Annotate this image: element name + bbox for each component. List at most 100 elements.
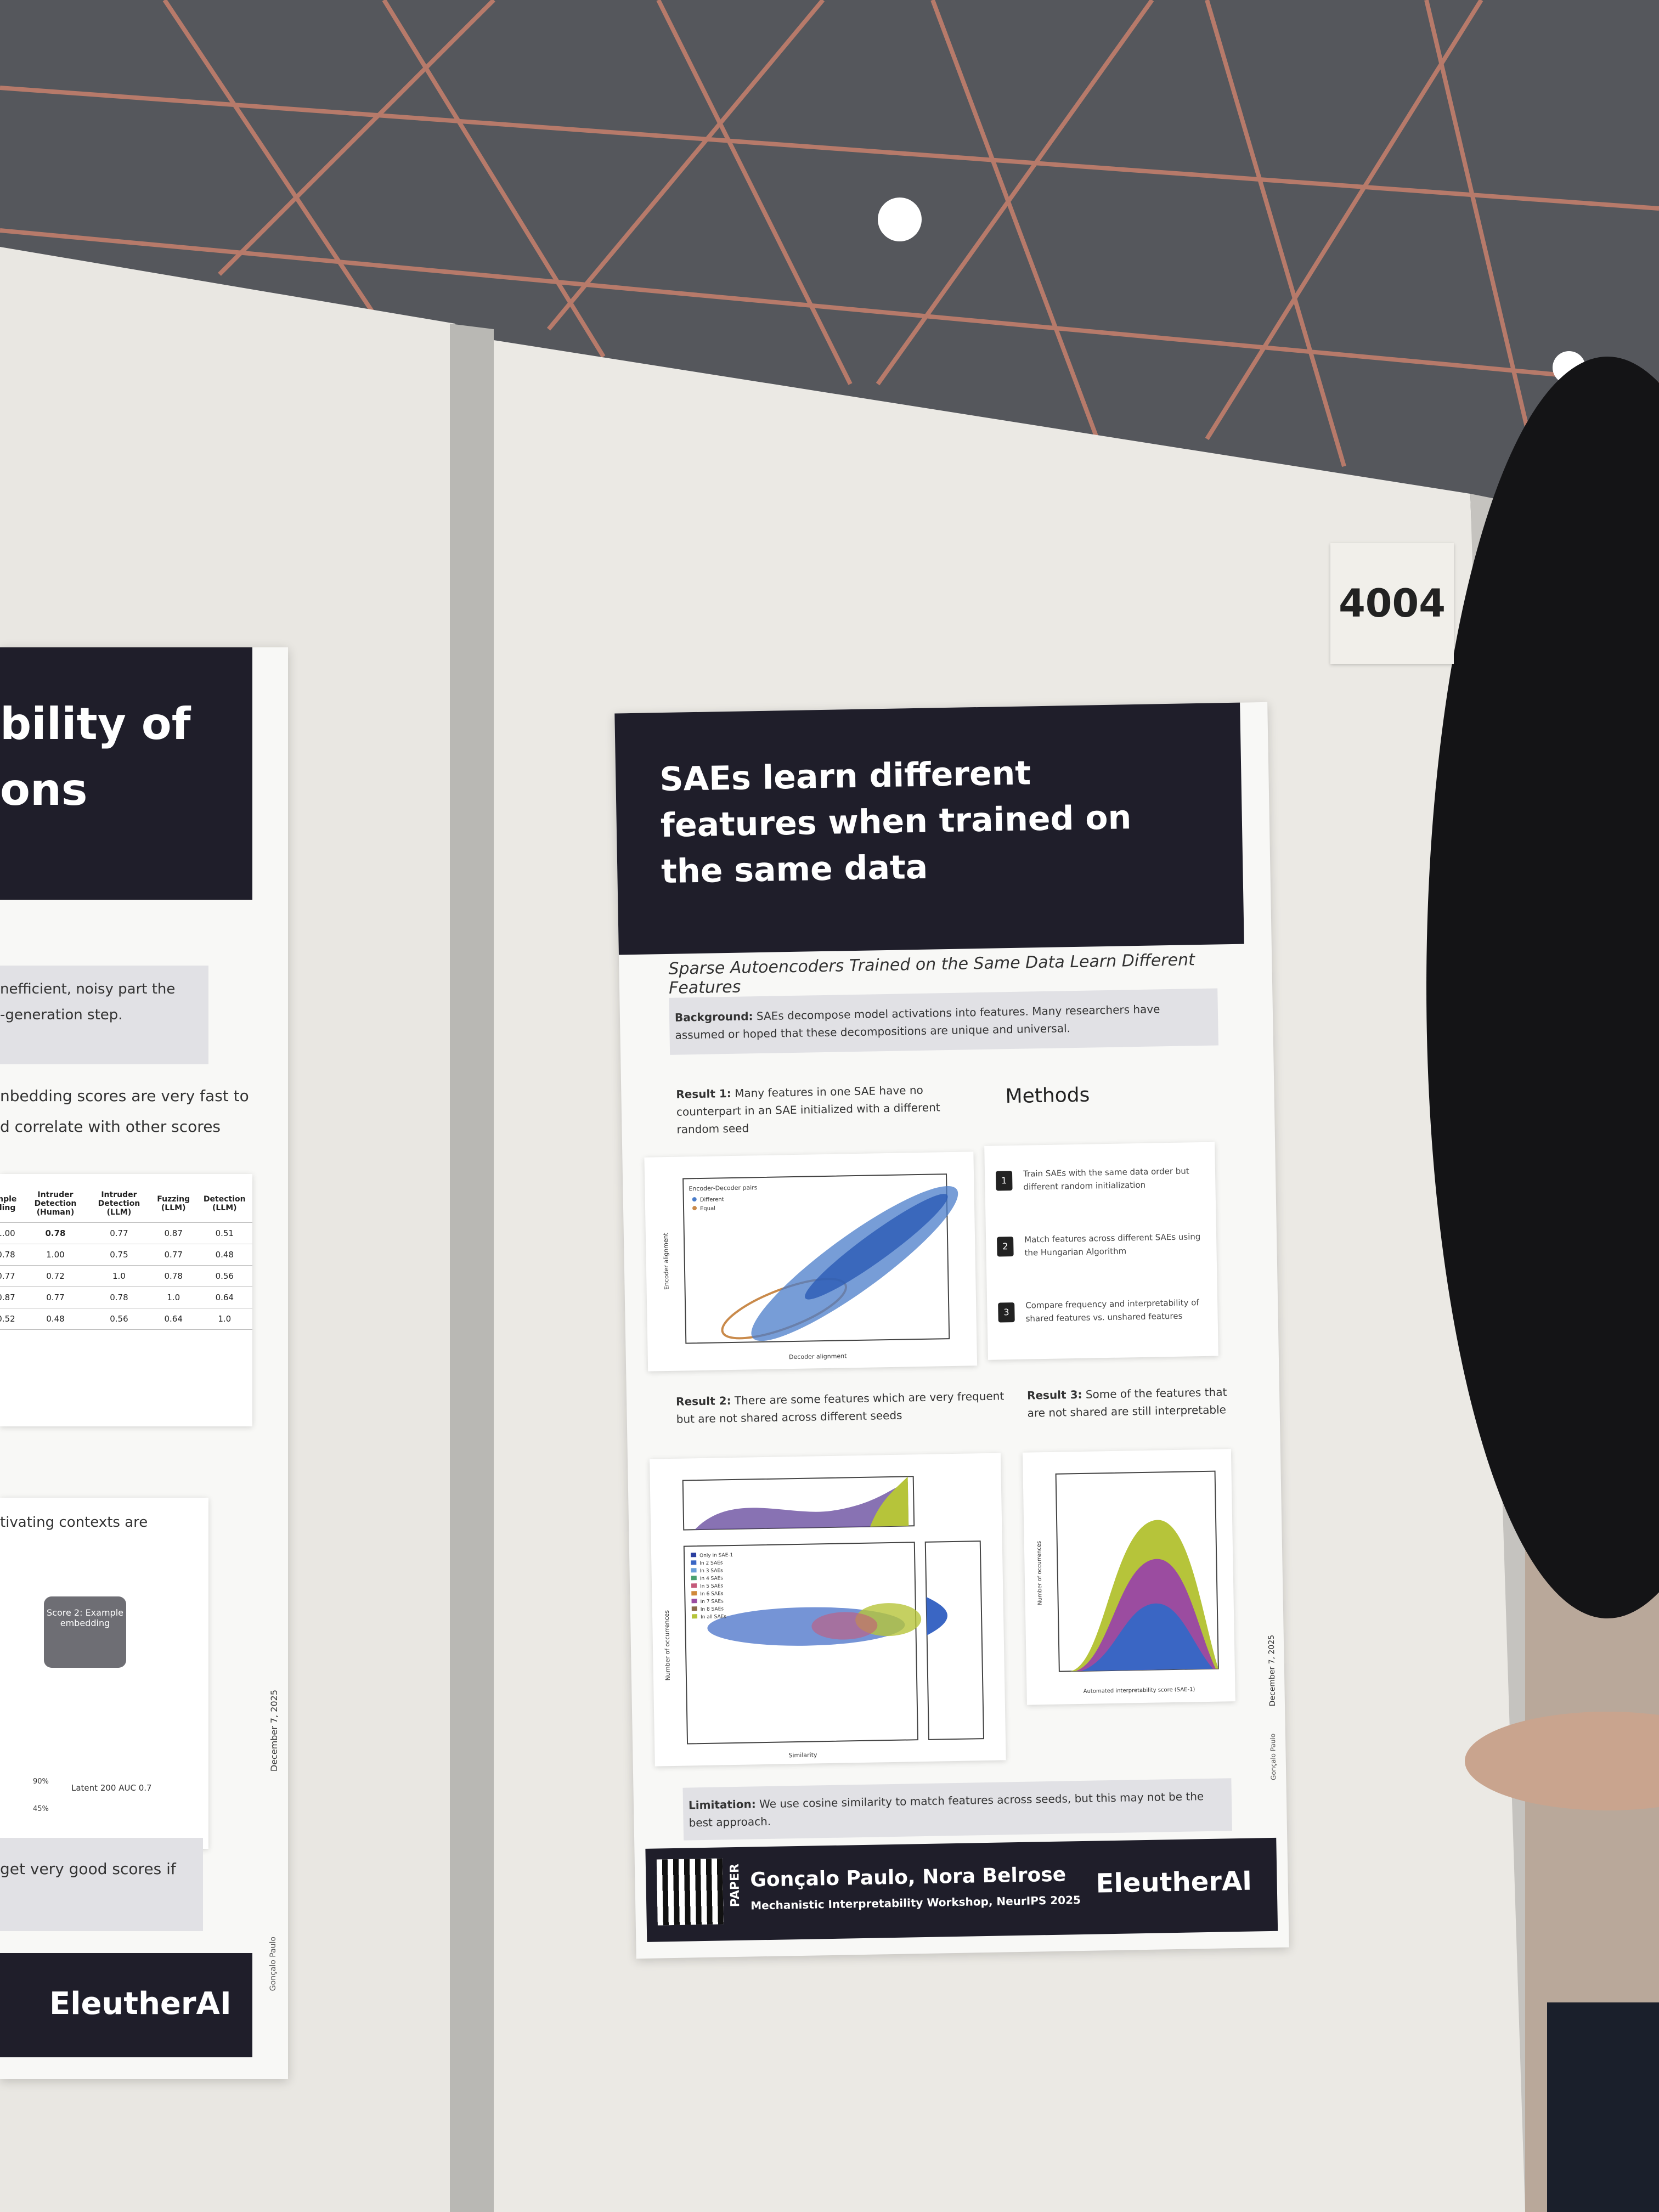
table-cell: 0.78 [22, 1222, 88, 1244]
step-number: 2 [997, 1237, 1014, 1257]
text: d correlate with other scores [0, 1118, 221, 1136]
legend-item: In 7 SAEs [700, 1599, 724, 1605]
venue: Mechanistic Interpretability Workshop, N… [751, 1893, 1081, 1912]
text: We use cosine similarity to match featur… [689, 1790, 1204, 1830]
table-cell: 0.87 [0, 1286, 23, 1308]
axis-label: Number of occurrences [663, 1610, 672, 1681]
shape [0, 86, 1659, 211]
legend-item: In 8 SAEs [701, 1606, 724, 1612]
shape [695, 1482, 909, 1530]
truss [0, 0, 1659, 467]
table-cell: 0.77 [22, 1286, 88, 1308]
legend-item: In 5 SAEs [700, 1583, 724, 1589]
legend-item: In 6 SAEs [700, 1591, 724, 1597]
table-cell: 0.64 [196, 1286, 252, 1308]
methods-card: 1 Train SAEs with the same data order but… [984, 1142, 1218, 1360]
legend-item: In all SAEs [701, 1614, 726, 1620]
shape [811, 1612, 878, 1640]
left-text-box: get very good scores if [0, 1838, 203, 1931]
text: get very good scores if [0, 1860, 176, 1878]
table-cell: 1.00 [0, 1222, 23, 1244]
table-cell: 0.77 [0, 1265, 23, 1287]
methods-heading: Methods [1005, 1084, 1090, 1108]
legend-item: Different [700, 1197, 724, 1203]
method-step: 3 Compare frequency and interpretability … [998, 1296, 1207, 1326]
legend-swatch [691, 1606, 697, 1611]
legend-swatch [691, 1591, 697, 1596]
legend-item: In 2 SAEs [699, 1560, 723, 1566]
table-header: Fuzzing (LLM) [150, 1185, 197, 1223]
legend-item: Only in SAE-1 [699, 1553, 733, 1559]
diagram-label: Latent 200 AUC 0.7 [71, 1783, 152, 1793]
logo: EleutherAI [1096, 1865, 1252, 1899]
shape [1424, 0, 1538, 467]
table-cell: 0.77 [150, 1244, 197, 1266]
diagram-label: 90% [33, 1778, 49, 1786]
table-cell: 0.78 [88, 1286, 150, 1308]
text: tivating contexts are [0, 1514, 148, 1531]
legend-item: Equal [700, 1205, 715, 1211]
table-cell: 1.0 [196, 1308, 252, 1330]
chart-3: Automated interpretability score (SAE-1)… [1022, 1449, 1235, 1705]
table-cell: 0.78 [0, 1244, 23, 1266]
qr-code [656, 1858, 724, 1926]
step-text: Match features across different SAEs usi… [1024, 1232, 1201, 1258]
table-row: 1.000.780.770.870.51 [0, 1222, 252, 1244]
table-cell: 1.0 [150, 1286, 197, 1308]
table-cell: 0.48 [196, 1244, 252, 1266]
person-shoulder [1547, 2002, 1659, 2212]
step-number: 3 [998, 1302, 1015, 1323]
table-header: Intruder Detection (Human) [22, 1185, 88, 1223]
shape [870, 1476, 909, 1527]
chart-2-graphic: Similarity Number of occurrences Only in… [663, 1476, 985, 1759]
author: Gonçalo Paulo [269, 1937, 278, 1991]
main-poster: SAEs learn different features when train… [614, 702, 1289, 1959]
table-row: 0.520.480.560.641.0 [0, 1308, 252, 1330]
table-row: 0.870.770.781.00.64 [0, 1286, 252, 1308]
text: -generation step. [0, 1006, 123, 1023]
table-cell: 0.72 [22, 1265, 88, 1287]
shape [656, 0, 853, 385]
step-number: 1 [995, 1171, 1013, 1191]
shape [876, 0, 1154, 386]
table-cell: 0.75 [88, 1244, 150, 1266]
legend-swatch [691, 1583, 697, 1588]
table-header: Detection (LLM) [196, 1185, 252, 1223]
legend: Only in SAE-1In 2 SAEs In 3 SAEs In 4 SAEs… [691, 1553, 733, 1620]
axis-label: Decoder alignment [789, 1352, 847, 1361]
shape [682, 1173, 950, 1344]
left-text-box: nefficient, noisy part the -generation s… [0, 966, 208, 1064]
table-cell: 0.52 [0, 1308, 23, 1330]
shape [926, 1596, 947, 1635]
left-poster: bility of ons nefficient, noisy part the … [0, 647, 288, 2079]
hand [1465, 1712, 1659, 1810]
legend-swatch [691, 1560, 697, 1565]
divider-pole [450, 324, 494, 2212]
table-cell: 1.00 [22, 1244, 88, 1266]
table-header-row: mple dingIntruder Detection (Human)Intru… [0, 1185, 252, 1223]
left-title-band: bility of ons [0, 647, 252, 900]
chart-3-graphic: Automated interpretability score (SAE-1)… [1036, 1470, 1219, 1695]
table-cell: 1.0 [88, 1265, 150, 1287]
axis-label: Automated interpretability score (SAE-1) [1084, 1686, 1195, 1695]
shape [1081, 1603, 1213, 1671]
label: Result 3: [1026, 1387, 1082, 1402]
result-2: Result 2: There are some features which … [676, 1387, 1006, 1427]
chart-2: Similarity Number of occurrences Only in… [650, 1453, 1006, 1767]
table-row: 0.770.721.00.780.56 [0, 1265, 252, 1287]
legend-item: In 3 SAEs [700, 1568, 724, 1574]
authors: Gonçalo Paulo, Nora Belrose [750, 1863, 1066, 1892]
label: Background: [674, 1009, 753, 1024]
method-step: 2 Match features across different SAEs us… [997, 1230, 1206, 1260]
text: nefficient, noisy part the [0, 981, 176, 997]
shape [162, 0, 386, 331]
left-text: nbedding scores are very fast to d corre… [0, 1081, 249, 1142]
shape [930, 0, 1099, 440]
table-cell: 0.78 [150, 1265, 197, 1287]
booth-number: 4004 [1330, 543, 1454, 664]
table-header: mple ding [0, 1185, 23, 1223]
legend-swatch [691, 1553, 697, 1558]
table-cell: 0.77 [88, 1222, 150, 1244]
shape [218, 0, 495, 276]
shape [382, 0, 606, 358]
